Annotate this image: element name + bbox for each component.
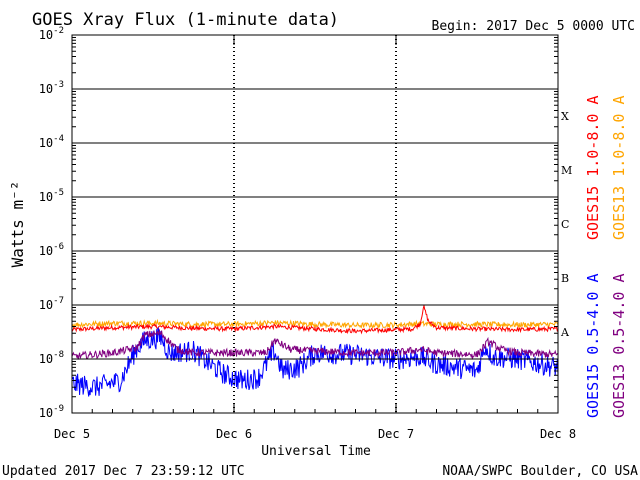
- x-tick-label: Dec 8: [540, 427, 576, 441]
- flare-class-label: M: [561, 164, 572, 177]
- series-line: [71, 328, 559, 360]
- legend-goes15-short: GOES15 0.5-4.0 A: [584, 274, 602, 419]
- flare-class-label: C: [561, 218, 569, 231]
- y-tick-label: 10-3: [39, 80, 64, 96]
- legend-goes15-long: GOES15 1.0-8.0 A: [584, 96, 602, 241]
- flare-class-label: X: [561, 110, 569, 123]
- y-tick-label: 10-2: [39, 26, 64, 42]
- x-tick-label: Dec 7: [378, 427, 414, 441]
- updated-label: Updated 2017 Dec 7 23:59:12 UTC: [2, 464, 245, 479]
- series-line: [71, 327, 559, 397]
- flare-class-label: B: [561, 272, 569, 285]
- legend-goes13-long: GOES13 1.0-8.0 A: [610, 96, 628, 241]
- flare-class-label: A: [560, 326, 570, 339]
- series-line: [71, 318, 559, 330]
- x-tick-label: Dec 5: [54, 427, 90, 441]
- y-tick-label: 10-7: [39, 296, 64, 312]
- chart-title: GOES Xray Flux (1-minute data): [32, 10, 339, 30]
- x-tick-label: Dec 6: [216, 427, 252, 441]
- y-tick-label: 10-6: [39, 242, 64, 258]
- x-axis-label: Universal Time: [261, 444, 371, 459]
- y-tick-label: 10-9: [39, 404, 64, 420]
- source-label: NOAA/SWPC Boulder, CO USA: [442, 464, 638, 479]
- y-tick-label: 10-8: [39, 350, 64, 366]
- begin-label: Begin: 2017 Dec 5 0000 UTC: [432, 19, 636, 34]
- y-axis-label: Watts m⁻²: [8, 181, 27, 268]
- y-tick-label: 10-5: [39, 188, 64, 204]
- legend-goes13-short: GOES13 0.5-4.0 A: [610, 274, 628, 419]
- y-tick-label: 10-4: [39, 134, 64, 150]
- series-line: [71, 305, 558, 335]
